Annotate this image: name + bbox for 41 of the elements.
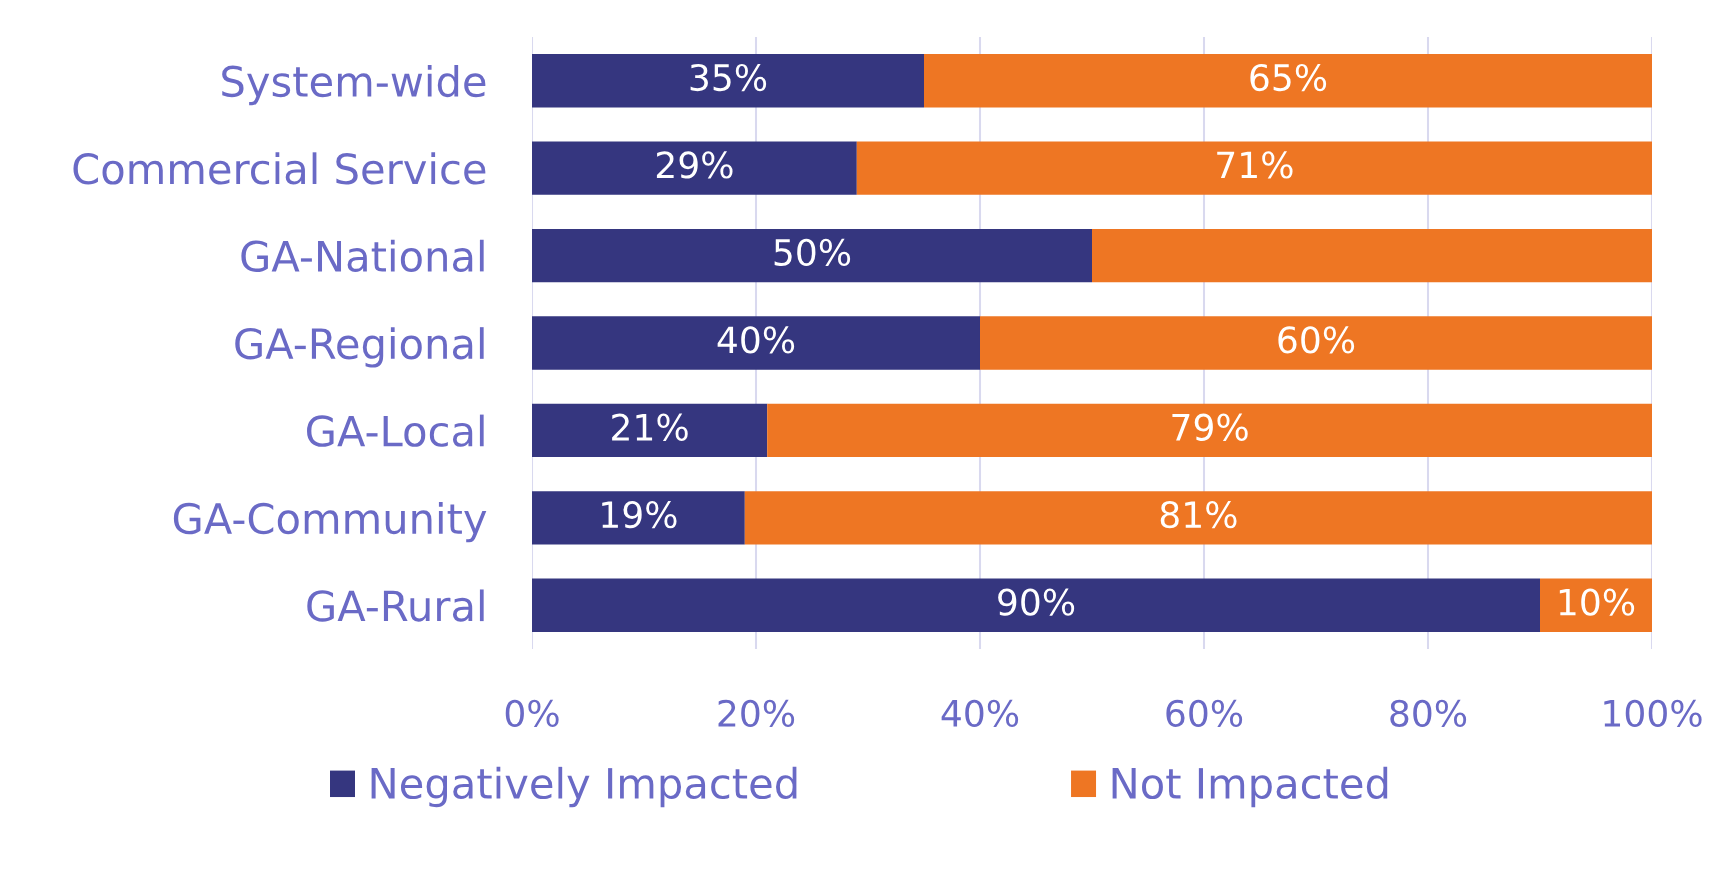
data-label: 50% xyxy=(774,238,851,267)
data-label: 71% xyxy=(1217,151,1293,179)
bar xyxy=(532,228,1092,283)
y-tick-label: GA-Rural xyxy=(307,589,484,622)
bar xyxy=(744,491,1652,545)
bar xyxy=(532,316,980,370)
data-label: 81% xyxy=(1160,501,1237,529)
data-label: 19% xyxy=(602,501,677,529)
data-label: 35% xyxy=(690,63,767,92)
x-tick-label: 0% xyxy=(505,699,559,727)
bar xyxy=(980,316,1652,370)
y-tick-label: GA-Regional xyxy=(235,327,484,368)
bar xyxy=(532,141,857,195)
x-tick-label: 60% xyxy=(1166,699,1243,727)
x-tick-label: 20% xyxy=(718,699,795,727)
data-label: 65% xyxy=(1250,63,1327,92)
data-label: 60% xyxy=(1278,326,1355,354)
bar xyxy=(767,403,1652,458)
bar xyxy=(532,403,768,458)
x-tick-label: 80% xyxy=(1390,699,1467,727)
bar xyxy=(532,491,745,545)
bar xyxy=(1092,228,1652,283)
x-tick-label: 40% xyxy=(941,699,1019,727)
y-tick-label: System-wide xyxy=(222,64,486,106)
y-tick-label: GA-Community xyxy=(173,502,487,543)
bar xyxy=(532,578,1540,632)
y-tick-label: GA-National xyxy=(241,239,484,272)
bar xyxy=(924,54,1652,108)
data-label: 40% xyxy=(717,326,795,354)
legend-label: Not Impacted xyxy=(1112,766,1388,808)
data-label: 10% xyxy=(1559,588,1635,616)
data-label: 79% xyxy=(1172,413,1248,441)
bar xyxy=(532,54,924,108)
y-tick-label: GA-Local xyxy=(307,414,484,447)
y-tick-label: Commercial Service xyxy=(73,152,486,185)
data-label: 90% xyxy=(998,588,1075,616)
bar xyxy=(856,141,1652,195)
legend-label: Negatively Impacted xyxy=(371,766,797,808)
data-label: 29% xyxy=(656,151,733,179)
data-label: 21% xyxy=(612,413,688,441)
x-tick-label: 100% xyxy=(1604,699,1702,727)
